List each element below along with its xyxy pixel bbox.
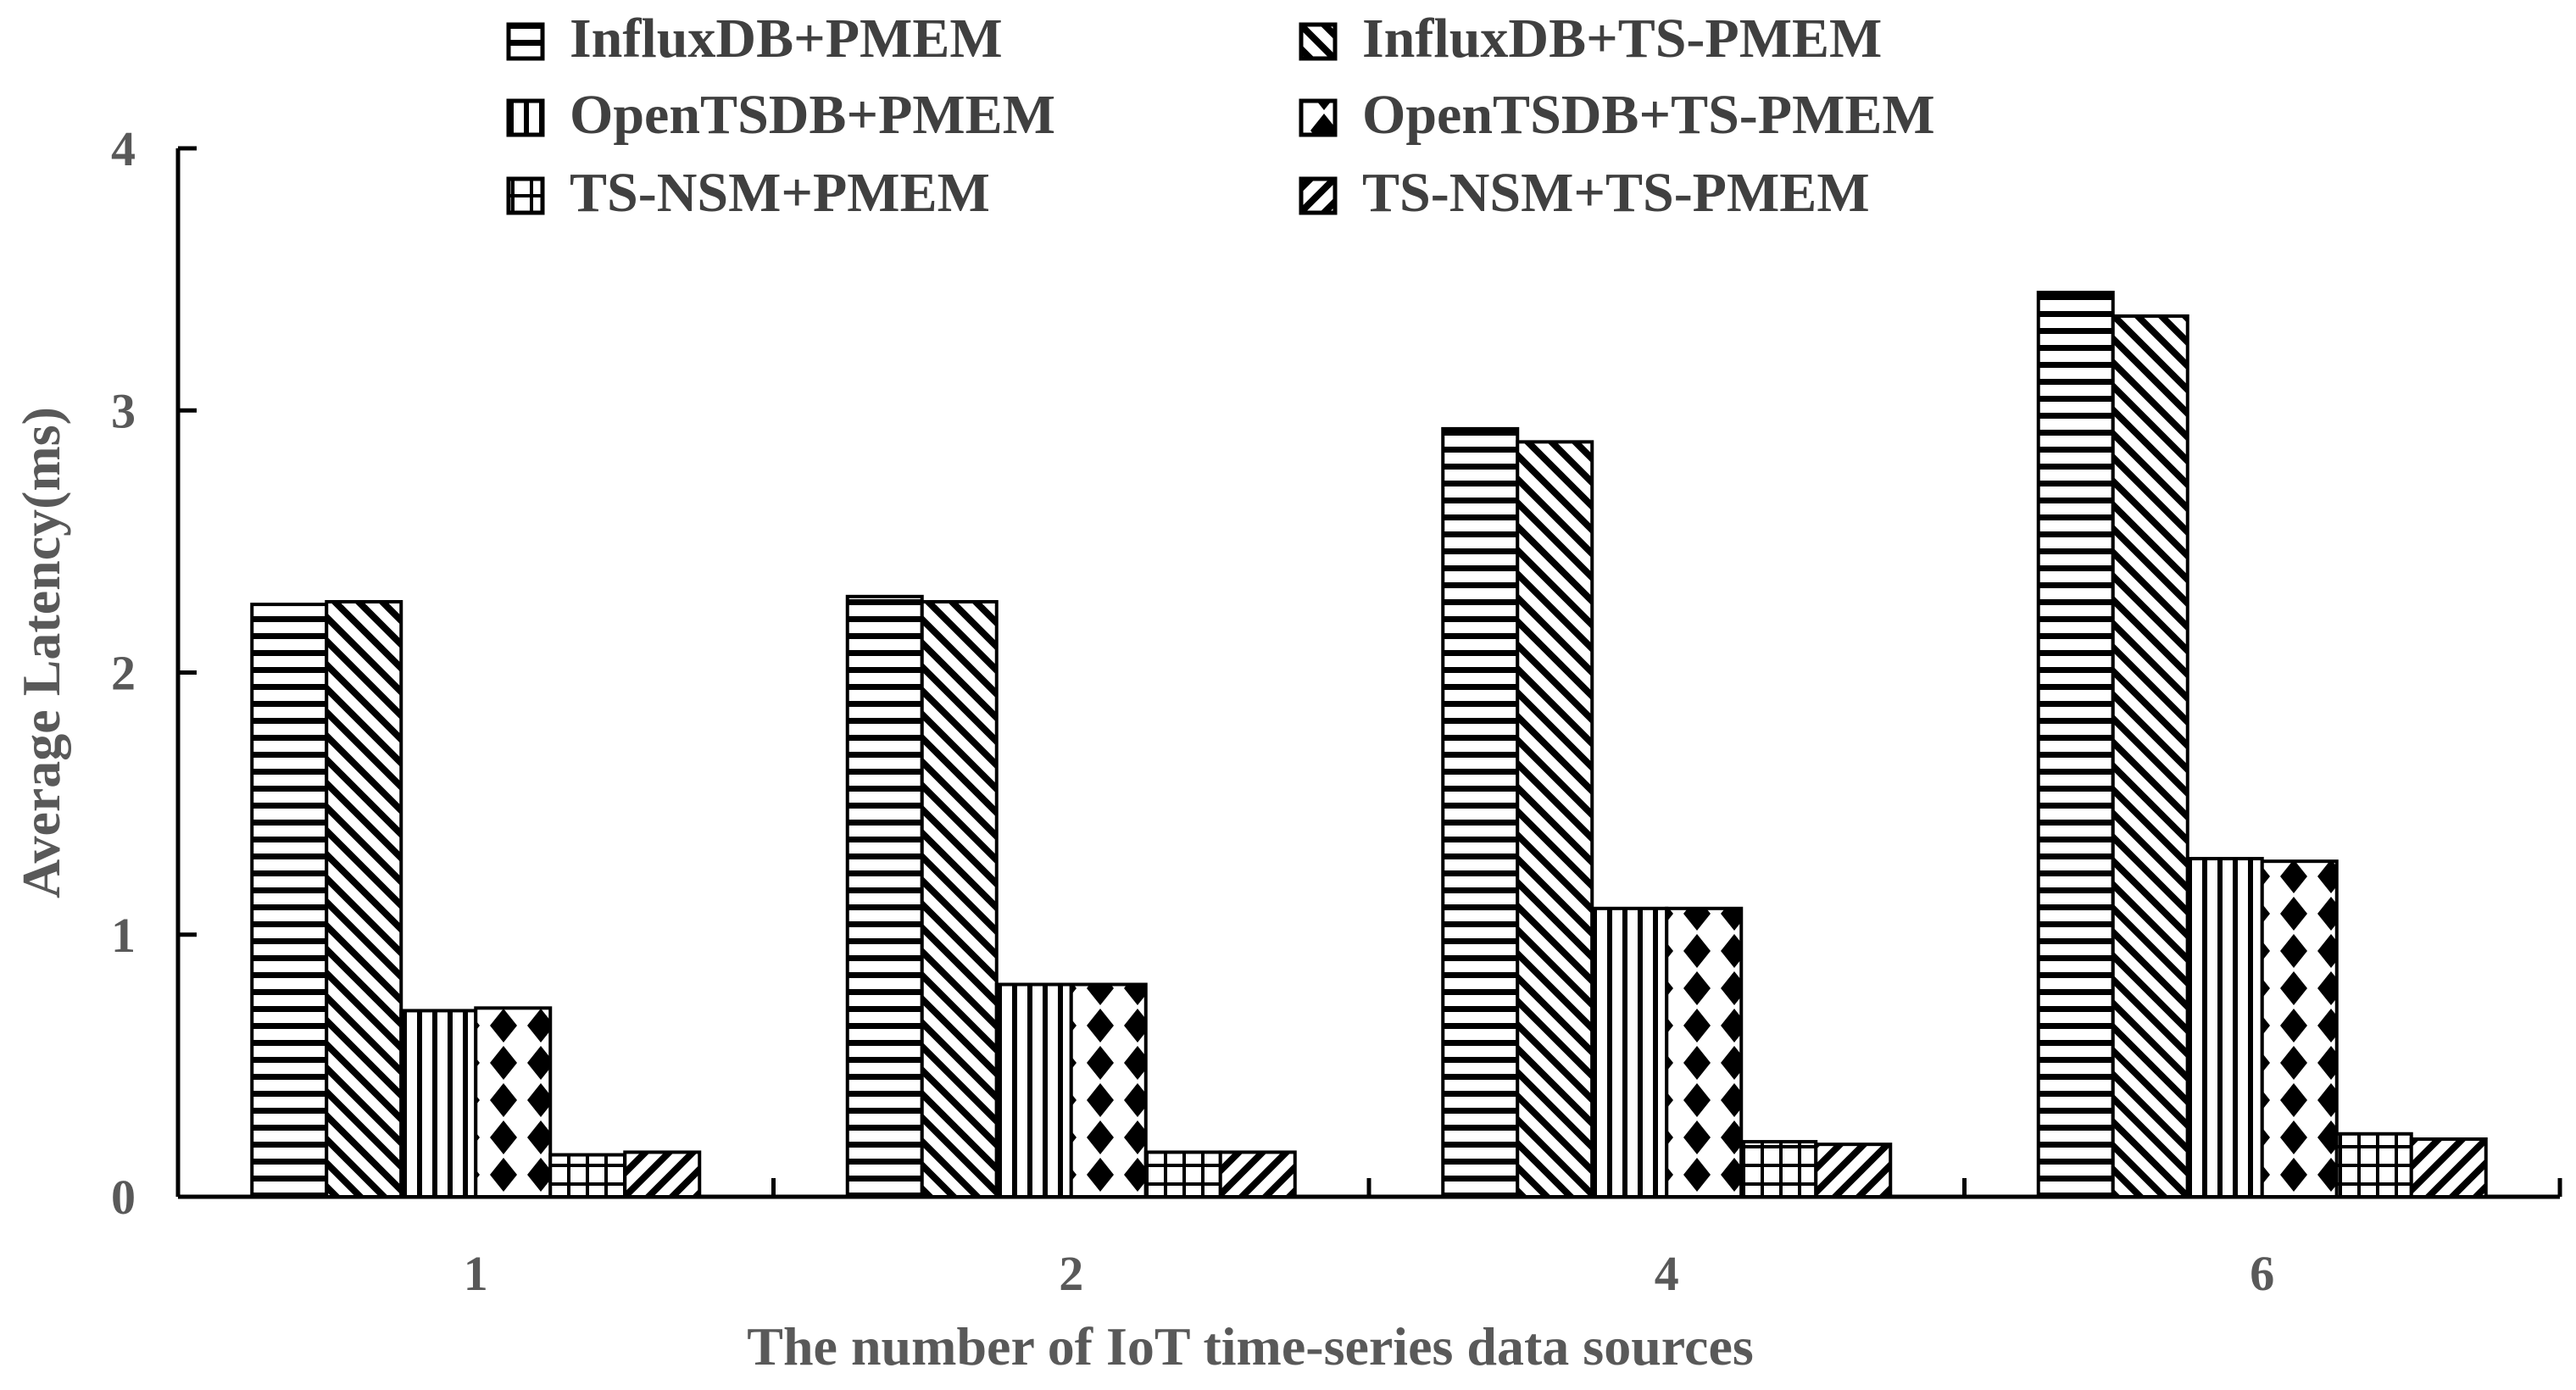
bar-ts-nsm-pmem-2 — [1143, 1150, 1222, 1198]
bar-ts-nsm-ts-pmem-4 — [1814, 1143, 1893, 1199]
legend-swatch — [506, 176, 545, 215]
bar-influxdb-pmem-1 — [250, 603, 329, 1198]
legend-label: TS-NSM+PMEM — [570, 162, 990, 224]
y-tick-label: 0 — [111, 1170, 136, 1225]
bar-influxdb-pmem-6 — [2036, 291, 2115, 1198]
legend-label: InfluxDB+TS-PMEM — [1362, 8, 1882, 70]
plot-area: 0 1 2 3 4 1 2 4 6 — [111, 121, 2562, 1301]
legend-label: OpenTSDB+PMEM — [570, 84, 1055, 146]
legend-swatch — [1299, 98, 1338, 137]
legend-swatch — [506, 22, 545, 61]
bar-opentsdb-pmem-2 — [994, 982, 1073, 1198]
y-tick-label: 4 — [111, 121, 136, 176]
bar-opentsdb-pmem-6 — [2185, 857, 2264, 1198]
x-axis-label: The number of IoT time-series data sourc… — [747, 1316, 1754, 1376]
y-tick-label: 1 — [111, 908, 136, 963]
legend-label: InfluxDB+PMEM — [570, 8, 1003, 70]
bar-ts-nsm-ts-pmem-1 — [623, 1150, 702, 1198]
bar-ts-nsm-pmem-4 — [1739, 1140, 1818, 1198]
y-tick-label: 3 — [111, 383, 136, 438]
y-tick-label: 2 — [111, 646, 136, 701]
x-tick-label: 6 — [2250, 1246, 2274, 1301]
bar-influxdb-ts-pmem-2 — [920, 600, 999, 1198]
legend-swatch — [1299, 176, 1338, 215]
bar-opentsdb-pmem-4 — [1590, 906, 1669, 1198]
legend-swatch — [1299, 22, 1338, 61]
bar-influxdb-pmem-2 — [845, 594, 924, 1198]
bar-ts-nsm-pmem-1 — [548, 1153, 627, 1199]
x-tick-label: 1 — [464, 1246, 488, 1301]
legend-label: OpenTSDB+TS-PMEM — [1362, 84, 1935, 146]
legend-label: TS-NSM+TS-PMEM — [1362, 162, 1870, 224]
bar-influxdb-ts-pmem-1 — [325, 600, 403, 1198]
bar-influxdb-ts-pmem-6 — [2111, 314, 2189, 1198]
bar-influxdb-pmem-4 — [1441, 426, 1520, 1198]
bar-ts-nsm-ts-pmem-6 — [2409, 1137, 2488, 1198]
legend-swatch — [506, 98, 545, 137]
y-axis-label: Average Latency(ms) — [11, 407, 71, 898]
bar-opentsdb-pmem-1 — [399, 1009, 478, 1198]
legend: InfluxDB+PMEM InfluxDB+TS-PMEM OpenTSDB+PM… — [506, 8, 1935, 224]
bar-ts-nsm-ts-pmem-2 — [1218, 1150, 1297, 1198]
bar-opentsdb-ts-pmem-1 — [474, 1006, 553, 1198]
x-tick-label: 4 — [1655, 1246, 1679, 1301]
bar-ts-nsm-pmem-6 — [2334, 1131, 2413, 1199]
bar-influxdb-ts-pmem-4 — [1516, 440, 1594, 1198]
bar-opentsdb-ts-pmem-6 — [2260, 859, 2339, 1198]
bar-opentsdb-ts-pmem-4 — [1665, 906, 1744, 1198]
bar-opentsdb-ts-pmem-2 — [1069, 982, 1148, 1198]
x-tick-label: 2 — [1059, 1246, 1083, 1301]
